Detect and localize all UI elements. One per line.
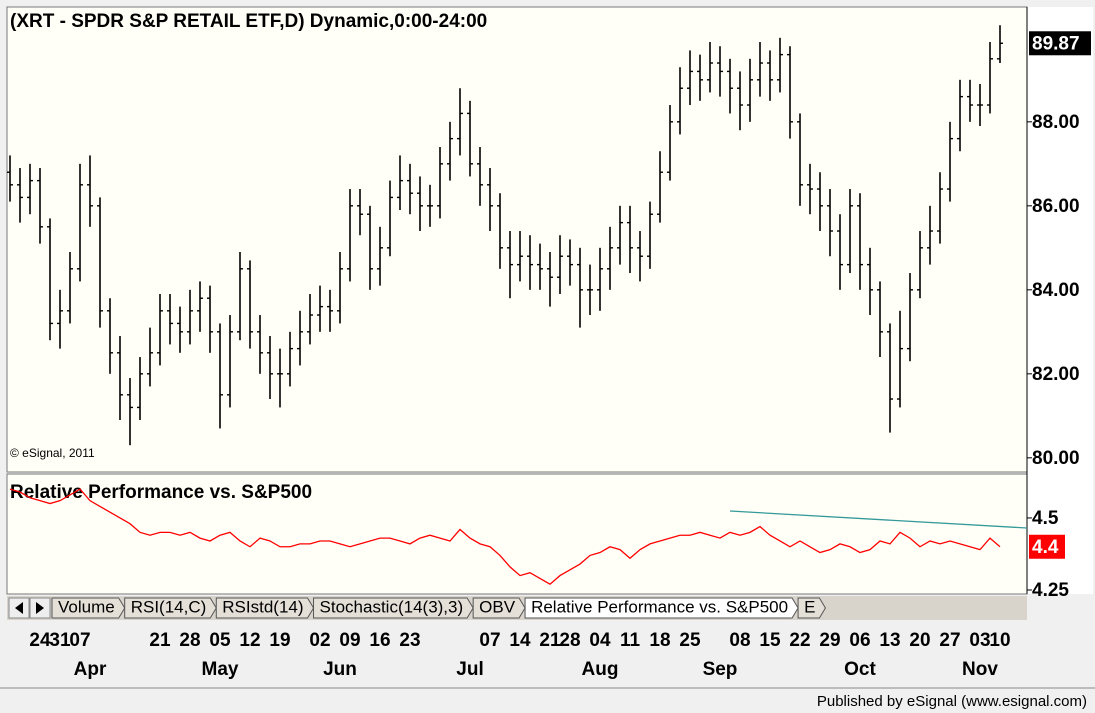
copyright: © eSignal, 2011 <box>10 446 95 460</box>
tab[interactable]: Volume <box>51 597 126 619</box>
month-label: Aug <box>582 659 619 680</box>
tab[interactable]: E <box>797 597 827 619</box>
tab[interactable]: Stochastic(14(3),3) <box>313 597 474 619</box>
x-tick-label: 05 <box>209 630 231 651</box>
x-tick-label: 21 <box>539 630 561 651</box>
y-tick-label: 80.00 <box>1032 448 1080 469</box>
last-value-label: 4.4 <box>1032 537 1059 558</box>
tab-shape <box>313 597 474 619</box>
x-tick-label: 07 <box>479 630 500 651</box>
tab-shape <box>124 597 217 619</box>
tab[interactable]: RSI(14,C) <box>124 597 217 619</box>
tab-shape <box>797 597 827 619</box>
tab-label: Volume <box>58 597 115 616</box>
month-label: Sep <box>703 659 738 680</box>
x-tick-label: 24 <box>29 630 51 651</box>
last-value-box <box>1029 534 1065 559</box>
x-tick-label: 25 <box>679 630 701 651</box>
tab-label: RSI(14,C) <box>131 597 207 616</box>
y-tick-label: 4.25 <box>1032 580 1069 601</box>
tab-shape <box>215 597 315 619</box>
price-pane <box>6 6 1028 473</box>
tab-label: E <box>804 597 815 616</box>
x-tick-label: 02 <box>309 630 330 651</box>
x-tick-label: 19 <box>269 630 290 651</box>
y-tick-label: 82.00 <box>1032 364 1080 385</box>
x-tick-label: 09 <box>339 630 360 651</box>
x-tick-label: 10 <box>989 630 1010 651</box>
indicator-title: Relative Performance vs. S&P500 <box>10 482 312 503</box>
month-label: Nov <box>962 659 998 680</box>
y-tick-label: 4.5 <box>1032 508 1059 529</box>
trendline <box>729 510 1028 529</box>
month-label: Jun <box>323 659 357 680</box>
x-tick-label: 14 <box>509 630 531 651</box>
x-tick-label: 16 <box>369 630 390 651</box>
price-axis <box>1027 7 1093 594</box>
x-tick-label: 23 <box>399 630 420 651</box>
chart-title: (XRT - SPDR S&P RETAIL ETF,D) Dynamic,0:… <box>10 11 487 32</box>
x-tick-label: 29 <box>819 630 840 651</box>
last-price-label: 89.87 <box>1032 33 1080 54</box>
arrow-left <box>15 602 23 614</box>
x-tick-label: 28 <box>559 630 580 651</box>
x-tick-label: 28 <box>179 630 200 651</box>
month-label: Oct <box>844 659 876 680</box>
tab-shape <box>51 597 126 619</box>
y-tick-label: 88.00 <box>1032 112 1080 133</box>
tab-label: Relative Performance vs. S&P500 <box>531 597 788 616</box>
month-label: May <box>202 659 239 680</box>
arrow-right <box>36 602 44 614</box>
tab-label: RSIstd(14) <box>222 597 303 616</box>
month-label: Jul <box>456 659 483 680</box>
tab-shape <box>524 597 799 619</box>
x-tick-label: 08 <box>729 630 750 651</box>
tab[interactable]: OBV <box>472 597 526 619</box>
x-tick-label: 06 <box>849 630 870 651</box>
x-tick-label: 03 <box>969 630 990 651</box>
y-tick-label: 86.00 <box>1032 196 1080 217</box>
tab[interactable]: Relative Performance vs. S&P500 <box>524 597 799 619</box>
x-tick-label: 04 <box>589 630 611 651</box>
tab[interactable]: RSIstd(14) <box>215 597 315 619</box>
x-tick-label: 20 <box>909 630 930 651</box>
x-tick-label: 18 <box>649 630 670 651</box>
month-label: Apr <box>74 659 107 680</box>
last-price-box <box>1029 31 1091 56</box>
tab-label: Stochastic(14(3),3) <box>320 597 464 616</box>
x-tick-label: 11 <box>620 630 641 651</box>
x-tick-label: 15 <box>759 630 781 651</box>
tab-label: OBV <box>479 597 516 616</box>
footer-text: Published by eSignal (www.esignal.com) <box>817 693 1087 710</box>
y-tick-label: 84.00 <box>1032 280 1080 301</box>
indicator-line <box>9 488 1001 586</box>
x-tick-label: 22 <box>789 630 810 651</box>
x-tick-label: 31 <box>49 630 71 651</box>
x-tick-label: 07 <box>69 630 90 651</box>
x-tick-label: 12 <box>239 630 260 651</box>
x-tick-label: 21 <box>149 630 171 651</box>
tab-shape <box>472 597 526 619</box>
x-tick-label: 13 <box>879 630 900 651</box>
x-tick-label: 27 <box>939 630 960 651</box>
